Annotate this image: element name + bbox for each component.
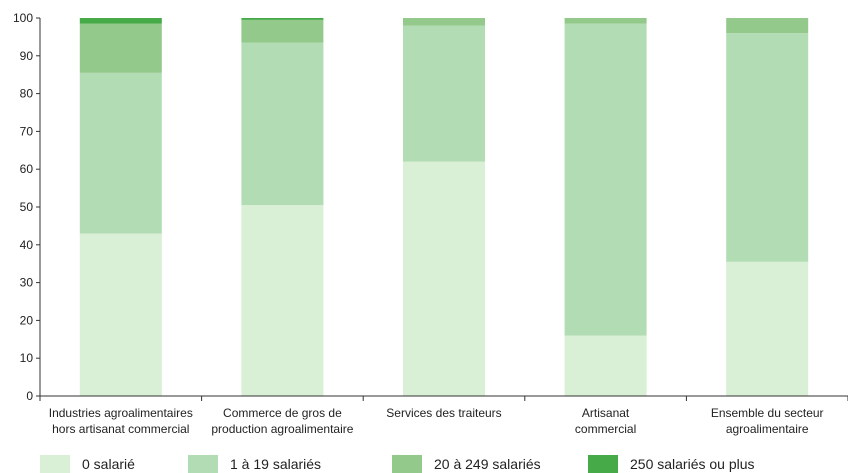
legend-label: 0 salarié [82, 456, 135, 472]
y-axis: 0 10 20 30 40 50 60 70 80 90 100 [13, 11, 41, 403]
x-category-label-line: production agroalimentaire [211, 422, 353, 436]
y-tick-label: 100 [13, 11, 33, 25]
x-category-label: Industries agroalimentaires hors artisana… [49, 406, 193, 436]
y-tick-label: 80 [20, 87, 34, 101]
bar-segment [564, 335, 647, 396]
legend-swatch [588, 455, 618, 473]
x-category-label-line: hors artisanat commercial [52, 422, 189, 436]
bar-segment [241, 42, 324, 206]
x-axis: Industries agroalimentaires hors artisana… [39, 395, 848, 436]
y-tick-label: 10 [20, 351, 34, 365]
bar-segment [241, 205, 324, 396]
y-tick-label: 20 [20, 313, 34, 327]
bar-segment [79, 23, 162, 73]
legend-swatch [188, 455, 218, 473]
bar-segment [564, 18, 647, 24]
bar-segment [403, 161, 485, 396]
legend: 0 salarié 1 à 19 salariés 20 à 249 salarié… [40, 455, 755, 473]
y-tick-label: 50 [20, 200, 34, 214]
bar-segment [241, 19, 324, 43]
bar-segment [403, 18, 485, 26]
bar-segment [241, 18, 324, 20]
bar-segment [79, 18, 162, 24]
legend-label: 250 salariés ou plus [630, 456, 755, 472]
x-category-label: Commerce de gros de production agroalimen… [211, 406, 353, 436]
y-tick-label: 0 [26, 389, 33, 403]
legend-swatch [40, 455, 70, 473]
legend-label: 20 à 249 salariés [434, 456, 541, 472]
x-category-label-line: Ensemble du secteur [711, 406, 824, 420]
bars [79, 18, 809, 396]
legend-label: 1 à 19 salariés [230, 456, 321, 472]
x-category-label: Services des traiteurs [386, 406, 501, 420]
x-category-label-line: Industries agroalimentaires [49, 406, 193, 420]
x-category-label-line: agroalimentaire [726, 422, 809, 436]
y-tick-label: 40 [20, 238, 34, 252]
x-category-label: Artisanat commercial [575, 406, 636, 436]
x-category-label-line: Services des traiteurs [386, 406, 501, 420]
bar-segment [726, 261, 809, 396]
bar-segment [403, 25, 485, 162]
bar-segment [79, 72, 162, 234]
bar-segment [726, 33, 809, 262]
bar-segment [726, 18, 809, 34]
x-category-label-line: commercial [575, 422, 636, 436]
x-category-label-line: Artisanat [582, 406, 630, 420]
bar-segment [79, 233, 162, 396]
x-category-label: Ensemble du secteur agroalimentaire [711, 406, 824, 436]
y-tick-label: 90 [20, 49, 34, 63]
y-tick-label: 30 [20, 276, 34, 290]
bar-segment [564, 23, 647, 336]
y-tick-label: 60 [20, 162, 34, 176]
y-tick-label: 70 [20, 124, 34, 138]
x-category-label-line: Commerce de gros de [223, 406, 342, 420]
legend-swatch [392, 455, 422, 473]
